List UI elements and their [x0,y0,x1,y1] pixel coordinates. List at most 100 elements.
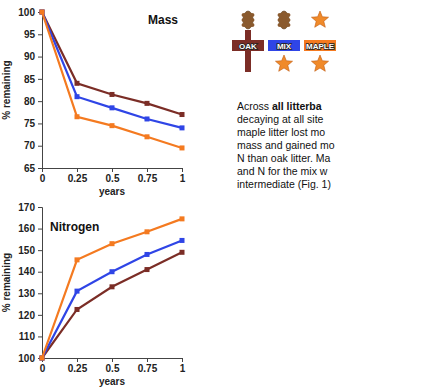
text-line: N than oak litter. Ma [237,152,331,164]
y-tick: 70 [24,140,42,151]
x-tick-mark [77,168,78,172]
chart-title: Mass [148,13,178,27]
text-segment: decaying at all site [237,113,324,125]
x-axis-line [43,359,183,363]
y-tick: 100 [18,7,42,18]
x-axis: 00.250.50.751 [40,358,186,374]
oak-leaf-lobe [286,23,291,27]
x-tick-label: 1 [180,363,186,374]
series-line [42,12,182,128]
figure: 6570758085909510000.250.50.751years% rem… [0,0,432,388]
x-tick: 1 [180,358,186,374]
x-tick-mark [42,168,43,172]
y-tick-label: 90 [24,51,36,62]
series-marker [180,250,185,255]
y-tick-label: 120 [18,310,35,321]
text-line: decaying at all site [237,113,324,125]
y-tick-label: 110 [19,331,36,342]
plot-area [40,216,185,360]
y-tick-mark [38,250,42,251]
x-tick: 0.5 [106,168,120,184]
oak-leaf-lobe [242,23,247,27]
series-marker [75,114,80,119]
series-marker [180,238,185,243]
legend-label: OAK [239,42,257,51]
y-tick: 95 [24,29,42,40]
y-tick-mark [38,315,42,316]
series-marker [75,257,80,262]
x-tick-mark [182,358,183,362]
series-marker [110,92,115,97]
y-axis-title: % remaining [1,253,12,312]
x-tick-mark [112,358,113,362]
series-marker [40,356,45,361]
y-axis-title: % remaining [1,60,12,119]
series-marker [75,81,80,86]
series-marker [75,289,80,294]
legend-swatch [268,40,300,51]
y-tick: 110 [19,331,42,342]
y-tick: 140 [18,266,42,277]
y-tick-mark [38,101,42,102]
x-tick-mark [77,358,78,362]
y-tick-label: 70 [24,140,36,151]
y-tick-mark [38,336,42,337]
series-marker [145,229,150,234]
series-marker [145,101,150,106]
series-marker [180,216,185,221]
y-tick-mark [38,79,42,80]
y-tick-mark [38,293,42,294]
series-marker [145,134,150,139]
series-marker [145,116,150,121]
series-marker [40,356,45,361]
y-tick-label: 100 [18,7,35,18]
legend-swatch [232,40,264,51]
x-axis-title: years [99,376,126,387]
y-tick-label: 65 [24,163,36,174]
x-axis: 00.250.50.751 [40,168,186,184]
series-marker [75,307,80,312]
text-line: mass and gained mo [237,139,335,151]
y-tick: 120 [18,310,42,321]
x-tick: 0.75 [138,168,158,184]
y-axis-line [38,208,43,359]
x-tick: 1 [180,168,186,184]
series-line [42,252,182,358]
y-tick-mark [38,57,42,58]
y-tick-label: 140 [18,266,35,277]
oak-leaf-lobe [250,18,255,22]
y-tick: 85 [24,74,42,85]
x-tick-mark [147,168,148,172]
y-tick: 80 [24,96,42,107]
legend: OAKMIXMAPLE [232,11,336,72]
oak-leaf-lobe [242,13,247,17]
series-marker [40,10,45,15]
text-segment: all litterba [272,100,322,112]
chart-panel: 10011012013014015016017000.250.50.751yea… [1,202,186,387]
series-marker [110,123,115,128]
series-line [42,12,182,148]
chart-panel: 6570758085909510000.250.50.751years% rem… [1,7,186,197]
y-tick-label: 170 [18,202,35,213]
y-tick-label: 85 [24,74,36,85]
y-tick: 90 [24,51,42,62]
x-tick-mark [182,168,183,172]
y-tick-label: 130 [18,288,35,299]
maple-leaf-icon [311,11,328,27]
series-marker [180,112,185,117]
text-line: maple litter lost mo [237,126,325,138]
y-tick: 170 [18,202,42,213]
oak-leaf-lobe [242,18,247,22]
series-marker [110,269,115,274]
y-tick-mark [38,229,42,230]
text-line: and N for the mix w [237,165,328,177]
legend-label: MIX [277,42,292,51]
text-segment: Across [237,100,272,112]
y-tick: 100 [18,353,42,364]
series-marker [145,267,150,272]
x-tick-label: 0.5 [106,173,120,184]
series-marker [75,94,80,99]
y-tick-label: 160 [18,223,35,234]
y-tick: 130 [18,288,42,299]
x-tick-mark [147,358,148,362]
